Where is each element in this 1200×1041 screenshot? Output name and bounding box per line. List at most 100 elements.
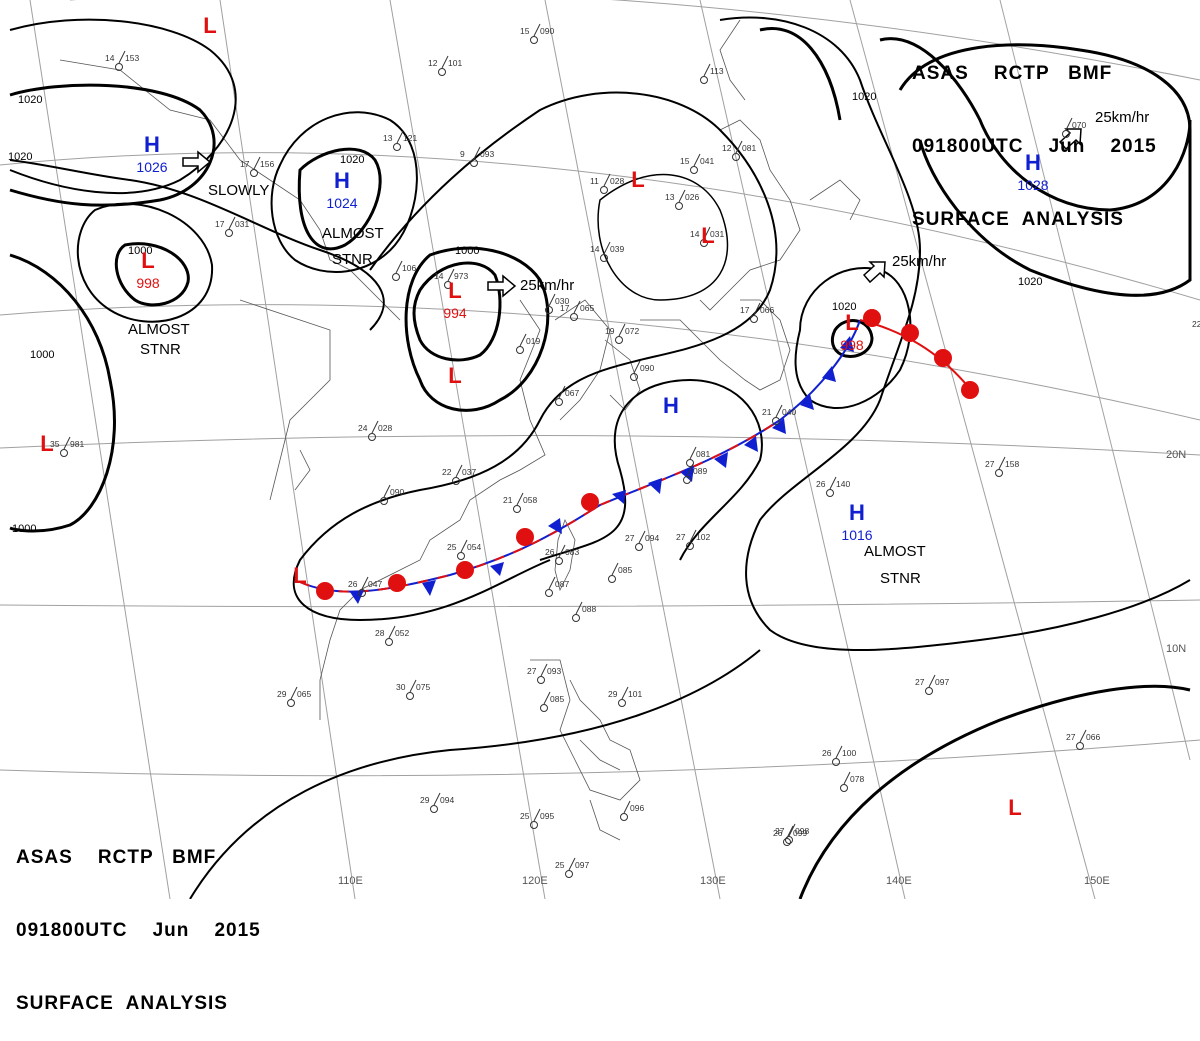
station-temperature: 14 [690,229,700,239]
station-temperature: 12 [428,58,438,68]
low-pressure-center: L [293,563,306,588]
station-pressure: 085 [550,694,564,704]
station-plot: 12 081 [722,140,756,161]
station-circle-icon [615,336,623,344]
wind-barb-icon [703,63,711,77]
station-pressure: 093 [480,149,494,159]
latitude-line [70,0,1200,81]
longitude-line [544,0,721,899]
station-circle-icon [392,273,400,281]
station-circle-icon [545,306,553,314]
high-pressure-center: H [663,393,679,418]
isobar [9,253,116,533]
coastline [319,299,546,720]
station-circle-icon [530,36,538,44]
station-pressure: 047 [368,579,382,589]
wind-barb-icon [735,140,743,154]
low-symbol: L [293,563,306,588]
station-plot: 019 [516,333,540,354]
wind-barb-icon [447,268,455,282]
wind-barb-icon [516,492,524,506]
cold-front-marker [422,580,436,596]
wind-barb-icon [1079,729,1087,743]
station-pressure: 153 [125,53,139,63]
station-plot: 15 041 [680,153,714,174]
station-pressure: 078 [850,774,864,784]
station-plot: 19 072 [605,323,639,344]
warm-front-marker [316,582,334,600]
center-pressure-value: 1016 [841,527,872,543]
station-plot: 22187 [1192,319,1200,329]
station-plot: 090 [630,360,654,381]
wind-barb-icon [703,226,711,240]
isobar-label: 1000 [128,245,152,257]
station-circle-icon [750,315,758,323]
warm-front-marker [581,493,599,511]
station-pressure: 087 [555,579,569,589]
center-pressure-value: 1028 [1017,177,1048,193]
station-pressure: 037 [462,467,476,477]
wind-barb-icon [228,216,236,230]
low-pressure-center: L [631,167,644,192]
header-top-right: ASAS RCTP BMF 091800UTC Jun 2015 SURFACE… [912,14,1157,257]
station-pressure: 066 [760,305,774,315]
station-pressure: 981 [70,439,84,449]
station-temperature: 17 [560,303,570,313]
wind-barb-icon [540,663,548,677]
station-pressure: 094 [645,533,659,543]
center-pressure-value: 1026 [136,159,167,175]
station-plot: 27 097 [915,674,949,695]
station-pressure: 158 [1005,459,1019,469]
station-circle-icon [287,699,295,707]
station-circle-icon [565,870,573,878]
station-temperature: 27 [625,533,635,543]
high-symbol: H [144,132,160,157]
cold-front-marker [490,562,504,576]
wind-barb-icon [409,679,417,693]
station-temperature: 15 [680,156,690,166]
station-circle-icon [618,699,626,707]
station-plot: 088 [572,601,596,622]
station-pressure: 156 [260,159,274,169]
isobar-label: 1020 [8,151,32,163]
station-pressure: 099 [793,828,807,838]
isobar-label: 1020 [18,94,42,106]
center-pressure-value: 998 [840,337,864,353]
isobar [292,91,778,622]
longitude-label: 110E [338,875,363,887]
station-pressure: 090 [540,26,554,36]
station-circle-icon [393,143,401,151]
coastline [294,449,311,491]
coastline [699,119,801,311]
station-plot: 28 052 [375,625,409,646]
station-plot: 11 028 [590,173,624,194]
station-temperature: 26 [816,479,826,489]
station-plot: 12 101 [428,55,462,76]
station-pressure: 096 [630,803,644,813]
wind-barb-icon [548,576,556,590]
station-plot: 25 097 [555,857,589,878]
movement-arrow-icon [182,150,212,174]
isobar [404,246,550,412]
isobar-label: 1020 [1018,276,1042,288]
longitude-label: 120E [522,875,548,887]
station-pressure: 075 [416,682,430,692]
wind-barb-icon [395,260,403,274]
wind-barb-icon [603,241,611,255]
station-circle-icon [358,589,366,597]
isobar [879,37,1192,212]
cold-front-marker [548,518,562,534]
station-temperature: 25 [555,860,565,870]
isobar-label: 1000 [30,349,54,361]
warm-front-marker [863,309,881,327]
station-plot: 25 095 [520,808,554,829]
low-symbol: L [203,13,216,38]
isobar [759,27,842,121]
movement-arrow-icon [487,274,517,298]
isobar-label: 1000 [12,523,36,535]
station-temperature: 27 [527,666,537,676]
wind-barb-icon [621,686,629,700]
station-temperature: 12 [722,143,732,153]
station-temperature: 28 [375,628,385,638]
station-pressure: 065 [580,303,594,313]
